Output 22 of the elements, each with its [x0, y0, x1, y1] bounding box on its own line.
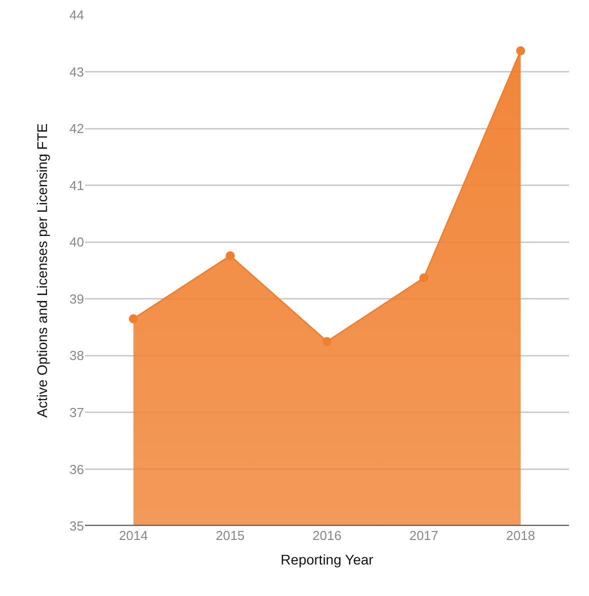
x-tick-label: 2017 — [409, 528, 438, 543]
y-tick-label: 43 — [70, 64, 84, 80]
point — [128, 314, 138, 324]
y-tick-label: 41 — [70, 178, 84, 193]
y-tick-label: 36 — [70, 462, 84, 477]
y-tick-label: 39 — [70, 291, 84, 306]
y-tick-label: 35 — [70, 518, 84, 534]
y-tick-label: 38 — [70, 348, 84, 364]
point — [419, 273, 428, 282]
y-tick-label: 44 — [70, 8, 84, 23]
x-tick-label: 2018 — [506, 528, 536, 543]
x-axis-title: Reporting Year — [280, 551, 374, 568]
x-tick-label: 2015 — [216, 528, 245, 543]
y-axis-title: Active Options and Licenses per Licensing FTE — [34, 123, 50, 418]
y-tick-label: 42 — [70, 121, 84, 136]
point — [516, 46, 526, 56]
point — [226, 251, 235, 260]
point — [322, 336, 332, 346]
x-tick-label: 2016 — [312, 528, 342, 543]
y-tick-label: 37 — [70, 404, 84, 420]
x-tick-label: 2014 — [118, 528, 148, 543]
y-tick-label: 40 — [70, 234, 84, 250]
